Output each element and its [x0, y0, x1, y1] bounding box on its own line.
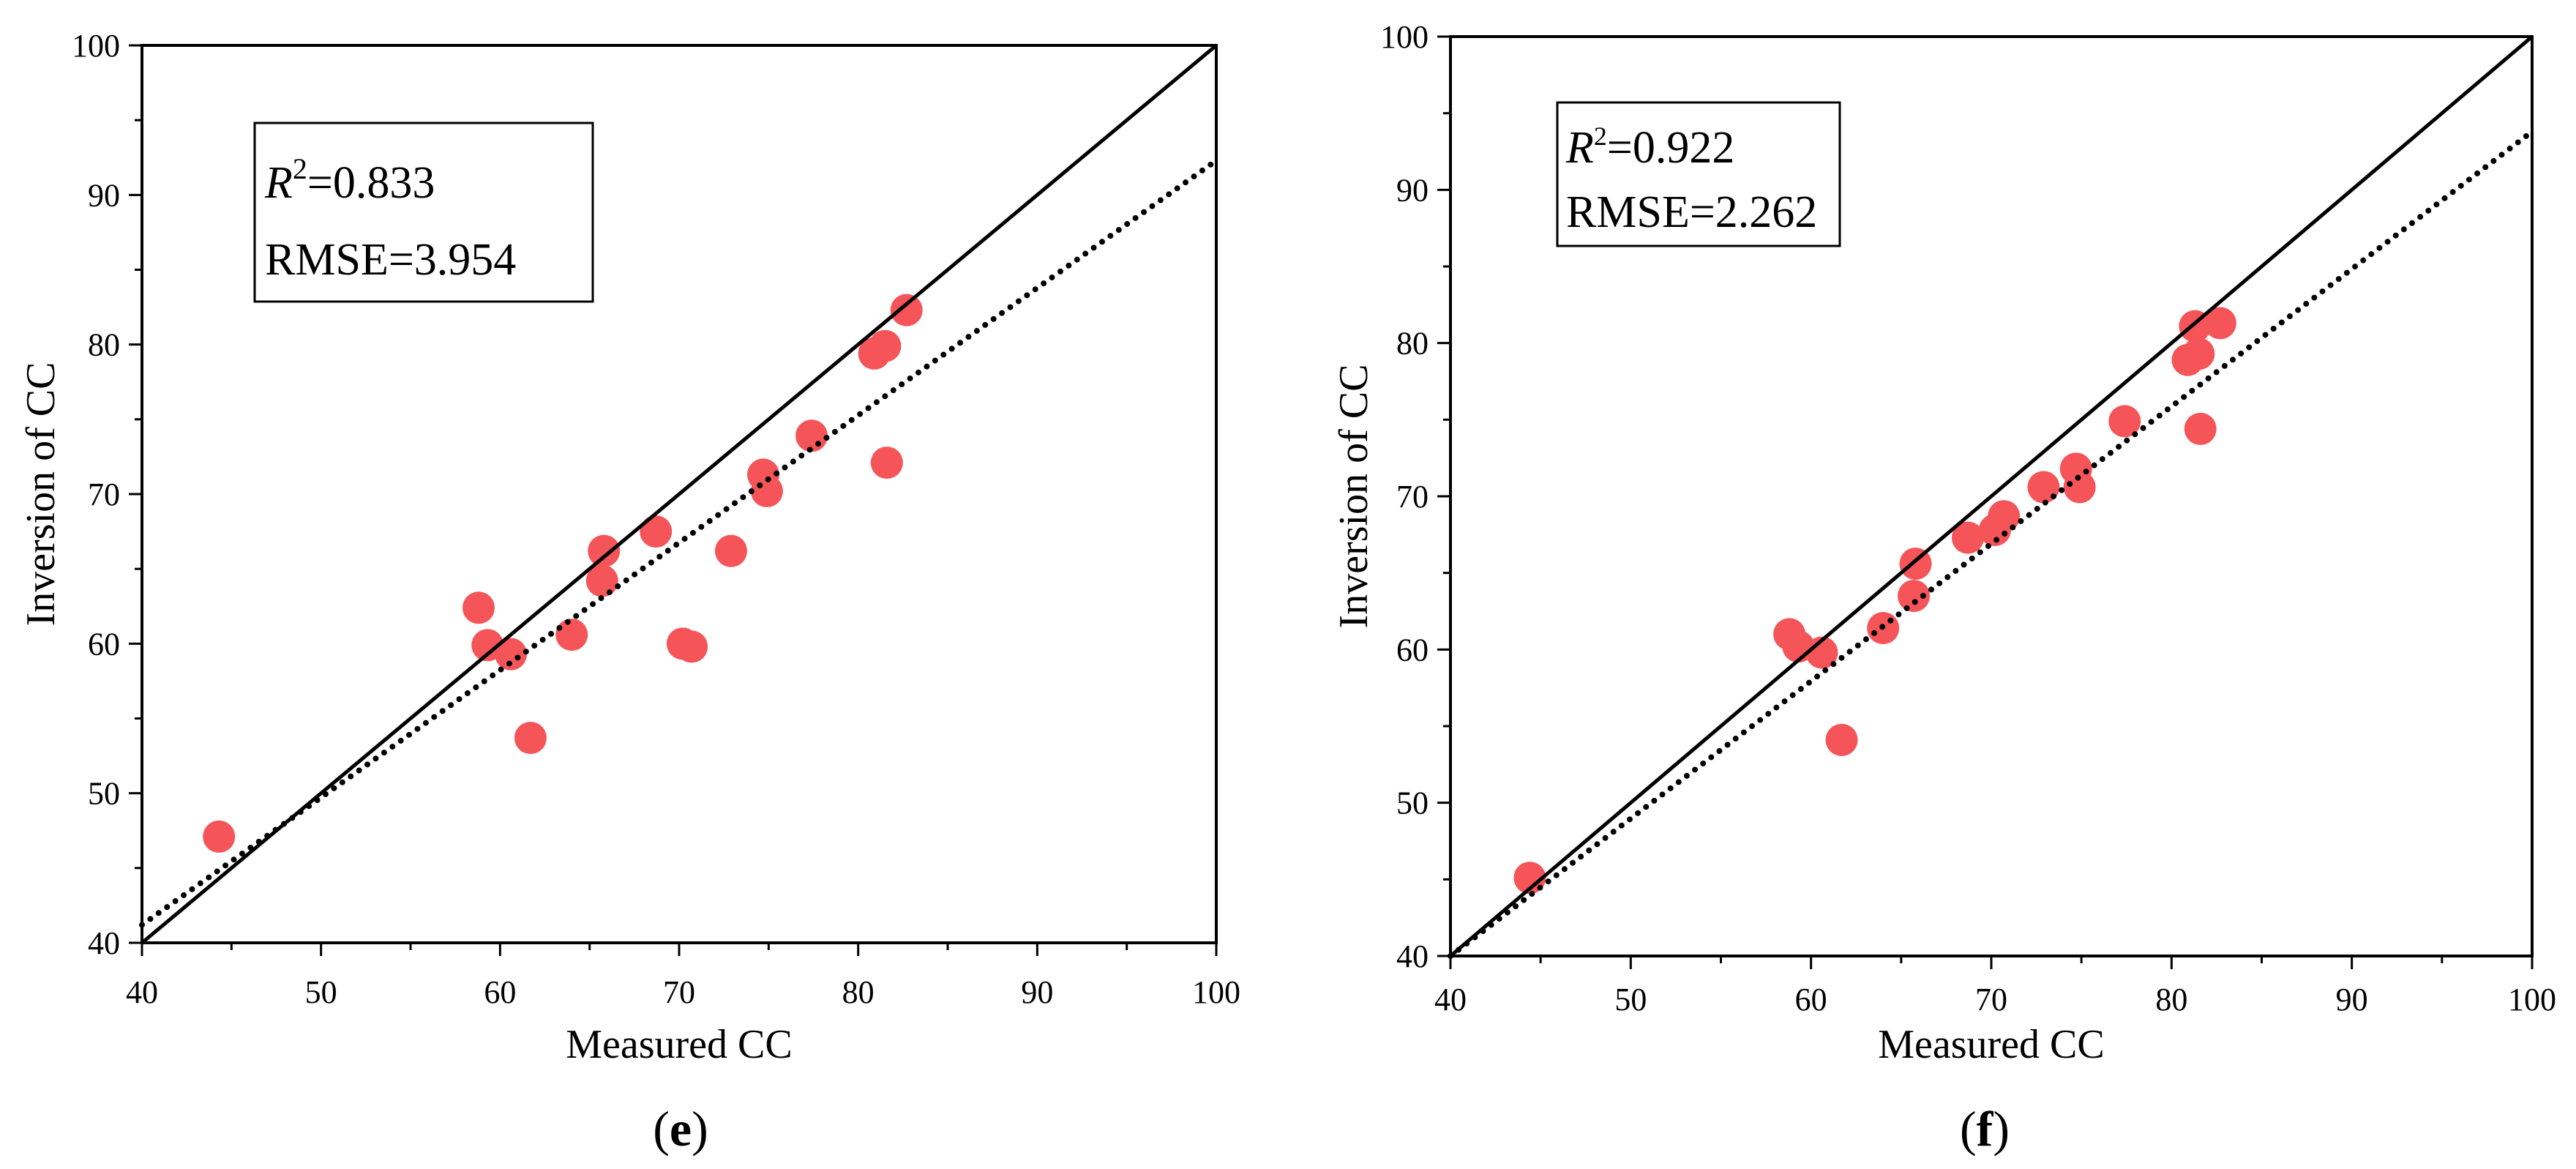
data-point	[1898, 580, 1931, 613]
y-tick-label: 60	[88, 626, 120, 662]
y-tick-label: 90	[88, 177, 120, 213]
y-tick-label: 40	[1396, 938, 1429, 974]
data-point	[1825, 723, 1858, 756]
y-tick-label: 100	[72, 28, 120, 64]
data-point	[795, 419, 828, 452]
data-point	[2108, 405, 2141, 438]
fit-line	[139, 157, 1219, 928]
stats-box-f: R2=0.922 RMSE=2.262	[1556, 101, 1841, 247]
y-tick-label: 50	[88, 776, 120, 812]
x-tick-label: 50	[305, 974, 337, 1010]
data-point	[640, 515, 673, 548]
stats-box-frame	[253, 122, 594, 303]
data-point	[890, 294, 923, 326]
r2-text: R2=0.833	[264, 152, 435, 208]
r2-superscript: 2	[293, 152, 307, 185]
data-point	[1951, 521, 1984, 554]
plot-layer: 40 50 60 70 80 90 100 40 50 60 70 80 90 100 Measured C…	[1331, 19, 2556, 1067]
x-tick-label: 60	[1795, 982, 1827, 1017]
chart-panel-f: 40 50 60 70 80 90 100 40 50 60 70 80 90 100 Measured C…	[1331, 19, 2556, 1157]
data-point	[585, 564, 618, 597]
x-tick-label: 90	[2336, 982, 2368, 1017]
x-tick-label: 50	[1614, 982, 1647, 1017]
stats-box-e: R2=0.833 RMSE=3.954	[253, 122, 594, 303]
x-tick-label: 100	[1192, 974, 1240, 1010]
data-point	[2204, 307, 2236, 340]
x-tick-label: 40	[126, 974, 158, 1010]
y-axis-title: Inversion of CC	[18, 362, 64, 627]
r2-superscript: 2	[1594, 122, 1607, 151]
rmse-text: RMSE=2.262	[1566, 187, 1817, 237]
x-tick-label: 80	[2155, 982, 2187, 1017]
y-tick-label: 60	[1396, 632, 1429, 668]
y-axis-title: Inversion of CC	[1331, 365, 1377, 629]
r2-symbol: R	[264, 158, 293, 208]
stats-box-frame	[1556, 101, 1841, 247]
x-tick-label: 100	[2508, 982, 2556, 1017]
reference-line	[141, 44, 1218, 944]
x-tick-label: 60	[484, 974, 516, 1010]
x-tick-label: 70	[663, 974, 695, 1010]
data-point	[1805, 636, 1838, 669]
plot-layer: 40 50 60 70 80 90 100 40 50 60 70 80 90 100 Measured C…	[18, 28, 1240, 1067]
data-point	[869, 329, 902, 362]
panel-label-f: (f)	[1960, 1101, 2010, 1157]
data-point	[1988, 500, 2021, 533]
chart-panel-e: 40 50 60 70 80 90 100 40 50 60 70 80 90 100 Measured C…	[18, 28, 1240, 1157]
rmse-text: RMSE=3.954	[265, 235, 516, 285]
y-tick-label: 80	[88, 327, 120, 363]
y-tick-label: 100	[1380, 19, 1429, 55]
data-point	[675, 630, 708, 663]
data-point	[2184, 412, 2217, 445]
x-tick-label: 40	[1434, 982, 1467, 1017]
x-tick-label: 70	[1975, 982, 2007, 1017]
r2-value: =0.922	[1607, 123, 1734, 173]
y-tick-label: 50	[1396, 785, 1429, 821]
data-point	[870, 447, 903, 479]
data-point	[462, 591, 495, 624]
r2-value: =0.833	[307, 158, 435, 208]
data-point	[514, 722, 547, 755]
x-tick-label: 80	[842, 974, 875, 1010]
data-point	[555, 619, 588, 651]
y-tick-label: 70	[88, 477, 120, 512]
y-tick-label: 70	[1396, 479, 1429, 515]
data-point	[588, 534, 621, 567]
data-point	[203, 820, 236, 853]
data-point	[2063, 471, 2096, 504]
x-axis-title: Measured CC	[566, 1022, 793, 1067]
r2-text: R2=0.922	[1565, 122, 1734, 173]
y-tick-label: 40	[88, 925, 120, 961]
y-tick-label: 80	[1396, 326, 1429, 362]
panel-letter: e	[670, 1101, 692, 1157]
reference-line	[1449, 35, 2534, 957]
r2-symbol: R	[1565, 123, 1594, 173]
data-point	[714, 534, 747, 567]
panel-letter: f	[1977, 1101, 1994, 1157]
data-point	[495, 638, 528, 671]
fit-line	[1448, 128, 2535, 959]
panel-label-e: (e)	[653, 1101, 708, 1157]
x-axis-title: Measured CC	[1878, 1022, 2105, 1067]
data-point	[2182, 337, 2215, 370]
y-tick-label: 90	[1396, 172, 1429, 208]
x-tick-label: 90	[1021, 974, 1053, 1010]
